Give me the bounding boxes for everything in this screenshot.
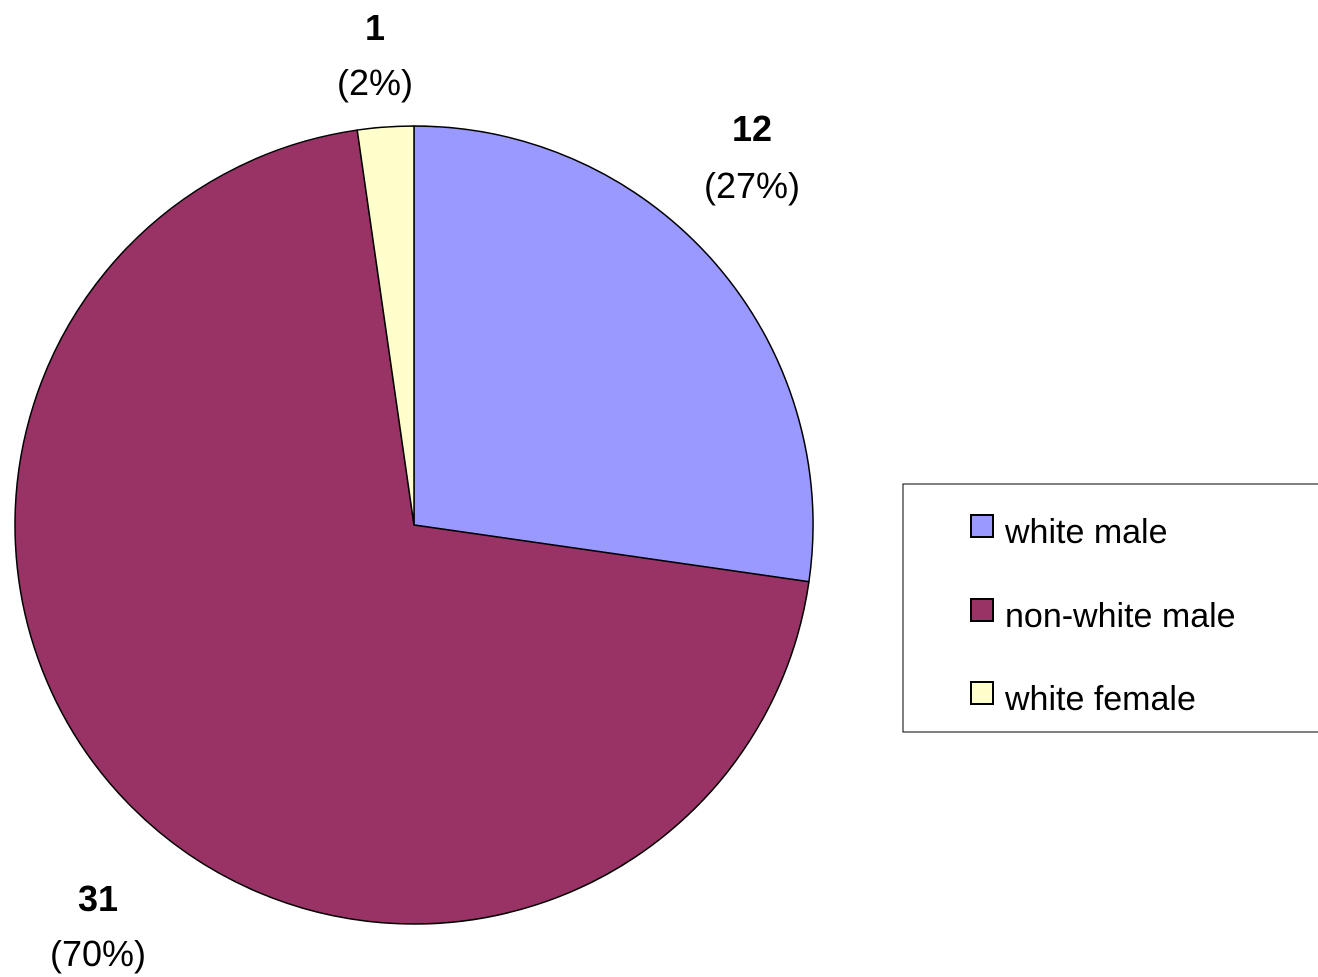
legend-item-non-white-male: non-white male: [970, 597, 1236, 635]
data-label-percent-white-female: (2%): [337, 62, 413, 103]
data-label-value-white-female: 1: [365, 7, 385, 48]
data-label-value-white-male: 12: [732, 108, 772, 149]
legend-label-non-white-male: non-white male: [1005, 597, 1236, 635]
legend-swatch-non-white-male: [970, 598, 994, 622]
legend-item-white-female: white female: [970, 680, 1196, 718]
pie-slice-non-white-male: [14, 129, 810, 925]
data-label-percent-white-male: (27%): [704, 165, 800, 206]
pie-slices: [14, 125, 814, 925]
legend-item-white-male: white male: [970, 513, 1168, 551]
pie-slice-white-male: [413, 125, 814, 583]
data-label-percent-non-white-male: (70%): [50, 933, 146, 974]
legend-swatch-white-male: [970, 514, 994, 538]
legend: white male non-white male white female: [902, 483, 1318, 733]
legend-label-white-female: white female: [1004, 680, 1196, 718]
legend-swatch-white-female: [970, 681, 994, 705]
pie-labels: 12 (27%) 31 (70%) 1 (2%): [50, 7, 800, 974]
pie-slice-white-female: [356, 125, 415, 526]
data-label-value-non-white-male: 31: [78, 878, 118, 919]
legend-label-white-male: white male: [1004, 513, 1168, 551]
